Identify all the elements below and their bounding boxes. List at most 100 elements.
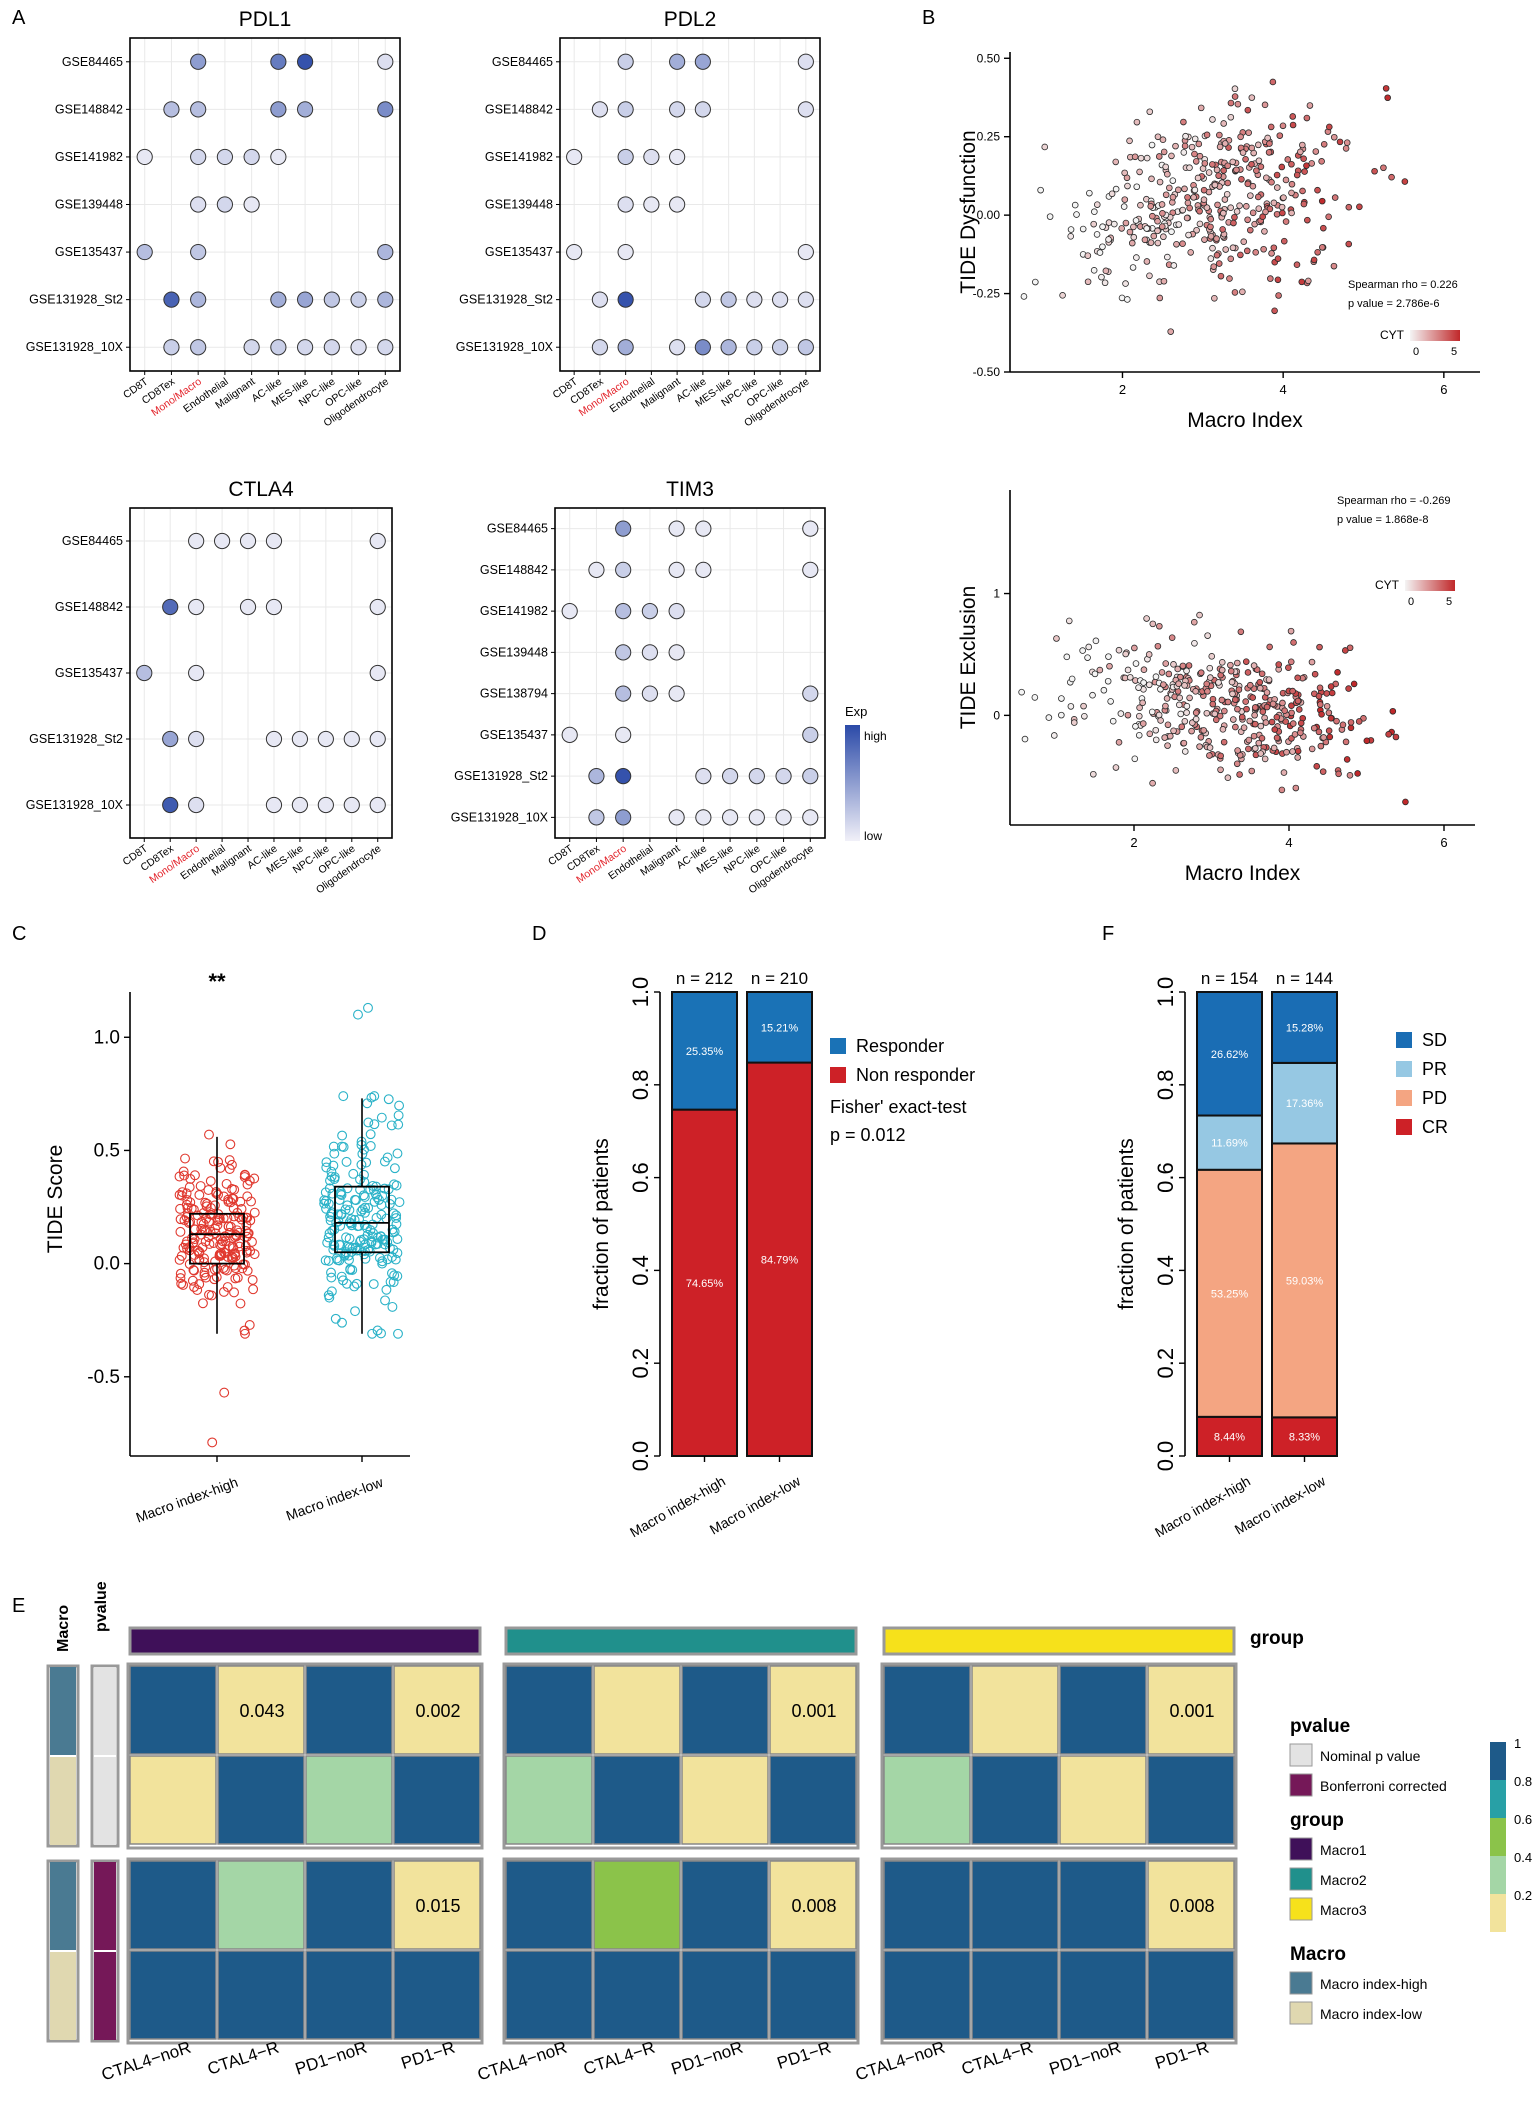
scatter-point: [1137, 154, 1145, 162]
scatter-point: [1318, 244, 1326, 251]
scatter-point: [1288, 180, 1296, 188]
scatter-point: [1105, 219, 1113, 226]
scatter-point: [1174, 688, 1182, 695]
scatter-point: [1294, 674, 1301, 682]
bar-value-label: 15.28%: [1286, 1022, 1324, 1034]
heatmap-cell: [305, 1755, 393, 1845]
scatter-point: [1216, 131, 1223, 139]
jitter-point: [393, 1110, 404, 1121]
dot-point: [136, 243, 153, 261]
scatter-point: [1259, 708, 1267, 716]
scatter-point: [1200, 186, 1208, 194]
scatter-point: [1124, 182, 1131, 190]
bar-value-label: 59.03%: [1286, 1275, 1324, 1287]
scatter-point: [1347, 724, 1355, 732]
scatter-point: [1090, 220, 1097, 228]
scatter-point: [1162, 163, 1169, 171]
scatter-point: [1170, 727, 1177, 735]
heatmap-cell-label: 0.001: [791, 1701, 836, 1721]
macro-annotation-cell: [50, 1862, 76, 1950]
y-tick-label: GSE84465: [62, 55, 123, 69]
scatter-point: [1254, 193, 1262, 201]
scatter-point: [1205, 169, 1213, 176]
scatter-point: [1096, 249, 1104, 256]
scatter-point: [1100, 686, 1108, 694]
colorbar-max: 5: [1446, 596, 1452, 608]
jitter-point: [175, 1273, 186, 1284]
dot-point: [617, 53, 634, 70]
jitter-point: [326, 1171, 337, 1182]
scatter-point: [1208, 653, 1216, 660]
scatter-point: [1288, 702, 1295, 710]
scatter-point: [1282, 218, 1290, 225]
jitter-point: [210, 1256, 221, 1267]
dotplot-ctla4: CTLA4 GSE84465 GSE148842 GSE135437 GSE131928…: [26, 478, 393, 896]
heatmap-cell: [393, 1860, 481, 1950]
annotation-frame: [46, 1859, 80, 2043]
scatter-point: [1220, 120, 1227, 127]
jitter-point: [189, 1282, 200, 1293]
dot-point: [369, 664, 386, 682]
heatmap-cell-label: 0.001: [1169, 1701, 1214, 1721]
scatter-point: [1283, 748, 1290, 756]
scatter-point: [1136, 168, 1143, 176]
scatter-point: [1154, 217, 1161, 225]
scatter-point: [1304, 216, 1311, 224]
jitter-point: [229, 1211, 239, 1222]
dot-point: [323, 339, 340, 356]
scatter-point: [1143, 258, 1151, 265]
jitter-point: [246, 1196, 256, 1207]
jitter-point: [348, 1168, 359, 1179]
macro-annotation-cell: [50, 1757, 76, 1845]
scatter-point: [1152, 736, 1160, 744]
scatter-point: [1108, 190, 1116, 198]
scatter-point: [1085, 643, 1093, 651]
scatter-point: [1218, 659, 1226, 666]
heatmap-cell: [883, 1950, 971, 2040]
scatter-point: [1081, 712, 1088, 720]
scatter-point: [1401, 178, 1409, 185]
dot-point: [296, 339, 314, 356]
jitter-point: [336, 1271, 347, 1282]
jitter-point: [213, 1189, 223, 1200]
dot-point: [617, 243, 634, 261]
scatter-point: [1063, 653, 1071, 661]
dot-point: [296, 53, 314, 70]
dot-point: [694, 291, 711, 308]
y-axis-label: fraction of patients: [590, 1138, 613, 1310]
scatter-point: [1234, 747, 1241, 754]
jitter-point: [187, 1275, 198, 1286]
panel-letter-f: F: [1102, 923, 1114, 945]
scatter-point: [1325, 213, 1332, 221]
scatter-point: [1318, 197, 1326, 205]
scatter-point: [1046, 213, 1054, 220]
jitter-point: [382, 1237, 393, 1248]
y-tick-label: GSE139448: [55, 198, 123, 212]
jitter-point: [176, 1278, 187, 1289]
heatmap-cell: [129, 1665, 217, 1755]
scatter-point: [1317, 742, 1325, 750]
scatter-point: [1234, 659, 1241, 667]
pvalue-annotation-cell: [94, 1667, 116, 1755]
scatter-point: [1263, 703, 1271, 711]
scatter-point: [1107, 698, 1114, 705]
jitter-point: [208, 1238, 219, 1248]
scatter-point: [1223, 191, 1231, 198]
scatter-point: [1230, 219, 1237, 227]
scatter-point: [1218, 666, 1226, 674]
dot-point: [377, 53, 394, 70]
heatmap-cell: [1147, 1950, 1235, 2040]
heatmap-cell: [129, 1950, 217, 2040]
scatter-point: [1306, 102, 1314, 109]
jitter-point: [342, 1200, 353, 1211]
jitter-point: [247, 1274, 258, 1285]
heatmap-cell: [593, 1860, 681, 1950]
scatter-point: [1084, 654, 1091, 661]
scatter-point: [1169, 193, 1177, 201]
scatter-point: [1096, 666, 1104, 674]
jitter-point: [242, 1191, 253, 1202]
annotation-title-pvalue: pvalue: [93, 1581, 110, 1632]
scatter-point: [1345, 240, 1353, 248]
y-tick-label: 0.0: [94, 1254, 120, 1275]
jitter-point: [382, 1152, 393, 1163]
